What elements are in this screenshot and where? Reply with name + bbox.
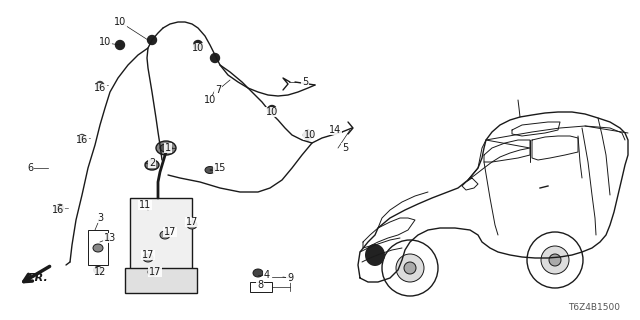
Text: 5: 5 bbox=[302, 77, 308, 87]
Bar bbox=[130, 198, 192, 283]
Text: 10: 10 bbox=[114, 17, 126, 27]
Text: 7: 7 bbox=[215, 85, 221, 95]
Text: 10: 10 bbox=[192, 43, 204, 53]
Text: 11: 11 bbox=[139, 200, 151, 210]
Circle shape bbox=[541, 246, 569, 274]
Circle shape bbox=[396, 254, 424, 282]
Text: 15: 15 bbox=[214, 163, 226, 173]
Text: 17: 17 bbox=[149, 267, 161, 277]
Text: 9: 9 bbox=[287, 273, 293, 283]
Bar bbox=[88, 230, 108, 265]
Ellipse shape bbox=[156, 141, 176, 155]
Circle shape bbox=[79, 134, 86, 141]
Text: 17: 17 bbox=[186, 217, 198, 227]
Text: T6Z4B1500: T6Z4B1500 bbox=[568, 303, 620, 312]
Ellipse shape bbox=[145, 160, 159, 170]
Circle shape bbox=[211, 53, 220, 62]
Ellipse shape bbox=[187, 221, 197, 229]
Text: 17: 17 bbox=[164, 227, 176, 237]
Text: 2: 2 bbox=[149, 158, 155, 168]
Ellipse shape bbox=[160, 144, 172, 152]
Circle shape bbox=[549, 254, 561, 266]
Text: 16: 16 bbox=[94, 83, 106, 93]
Circle shape bbox=[268, 106, 276, 115]
Ellipse shape bbox=[253, 269, 263, 277]
Circle shape bbox=[147, 36, 157, 44]
Ellipse shape bbox=[93, 267, 102, 274]
Text: 5: 5 bbox=[342, 143, 348, 153]
Circle shape bbox=[527, 232, 583, 288]
Text: 16: 16 bbox=[52, 205, 64, 215]
Circle shape bbox=[382, 240, 438, 296]
Text: 10: 10 bbox=[304, 130, 316, 140]
Circle shape bbox=[404, 262, 416, 274]
Bar bbox=[250, 282, 272, 292]
Ellipse shape bbox=[365, 244, 385, 266]
Text: 10: 10 bbox=[204, 95, 216, 105]
Text: 1: 1 bbox=[165, 143, 171, 153]
Text: 12: 12 bbox=[94, 267, 106, 277]
Ellipse shape bbox=[205, 166, 215, 173]
Circle shape bbox=[303, 131, 312, 140]
Ellipse shape bbox=[148, 268, 158, 276]
Text: 10: 10 bbox=[99, 37, 111, 47]
Text: 16: 16 bbox=[76, 135, 88, 145]
Text: 17: 17 bbox=[142, 250, 154, 260]
Text: 8: 8 bbox=[257, 280, 263, 290]
Text: 6: 6 bbox=[27, 163, 33, 173]
Text: 13: 13 bbox=[104, 233, 116, 243]
Circle shape bbox=[56, 204, 63, 212]
Text: 4: 4 bbox=[264, 270, 270, 280]
Text: FR.: FR. bbox=[28, 273, 49, 283]
Circle shape bbox=[97, 82, 104, 89]
Ellipse shape bbox=[93, 244, 103, 252]
Circle shape bbox=[193, 41, 202, 50]
Circle shape bbox=[115, 41, 125, 50]
Text: 3: 3 bbox=[97, 213, 103, 223]
Bar bbox=[125, 268, 197, 293]
Text: 14: 14 bbox=[329, 125, 341, 135]
Text: 10: 10 bbox=[266, 107, 278, 117]
Ellipse shape bbox=[160, 231, 170, 239]
Ellipse shape bbox=[143, 254, 153, 262]
